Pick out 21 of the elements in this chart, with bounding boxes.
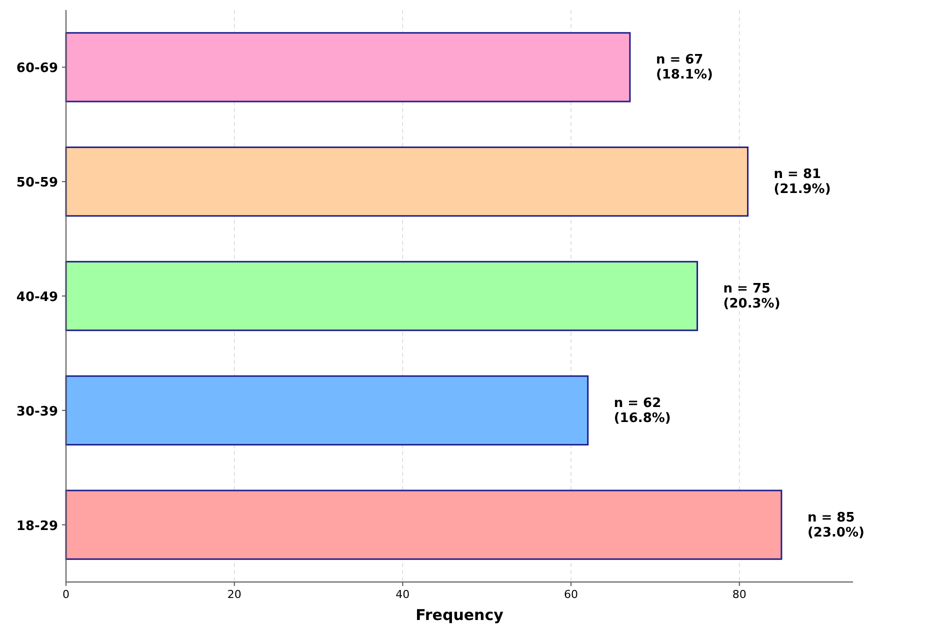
bar xyxy=(65,32,631,102)
x-axis-title: Frequency xyxy=(416,606,504,624)
bar xyxy=(65,375,589,446)
data-label: n = 75 (20.3%) xyxy=(723,282,780,312)
bar xyxy=(65,490,782,560)
x-tick-label: 60 xyxy=(564,588,578,601)
data-label: n = 81 (21.9%) xyxy=(774,167,831,198)
bar xyxy=(65,260,698,332)
x-tick-label: 40 xyxy=(396,588,410,601)
y-tick-label: 40-49 xyxy=(16,290,58,305)
data-label: n = 67 (18.1%) xyxy=(656,52,713,83)
data-label: n = 62 (16.8%) xyxy=(614,396,671,426)
y-tick-label: 18-29 xyxy=(16,518,58,534)
x-tick-label: 0 xyxy=(62,588,70,601)
x-tick-label: 80 xyxy=(732,588,746,601)
bar xyxy=(65,146,749,217)
x-tick-label: 20 xyxy=(227,588,242,601)
y-tick-label: 60-69 xyxy=(16,61,58,76)
data-label: n = 85 (23.0%) xyxy=(807,510,864,540)
y-tick-label: 50-59 xyxy=(16,176,58,191)
y-tick-label: 30-39 xyxy=(16,404,58,420)
